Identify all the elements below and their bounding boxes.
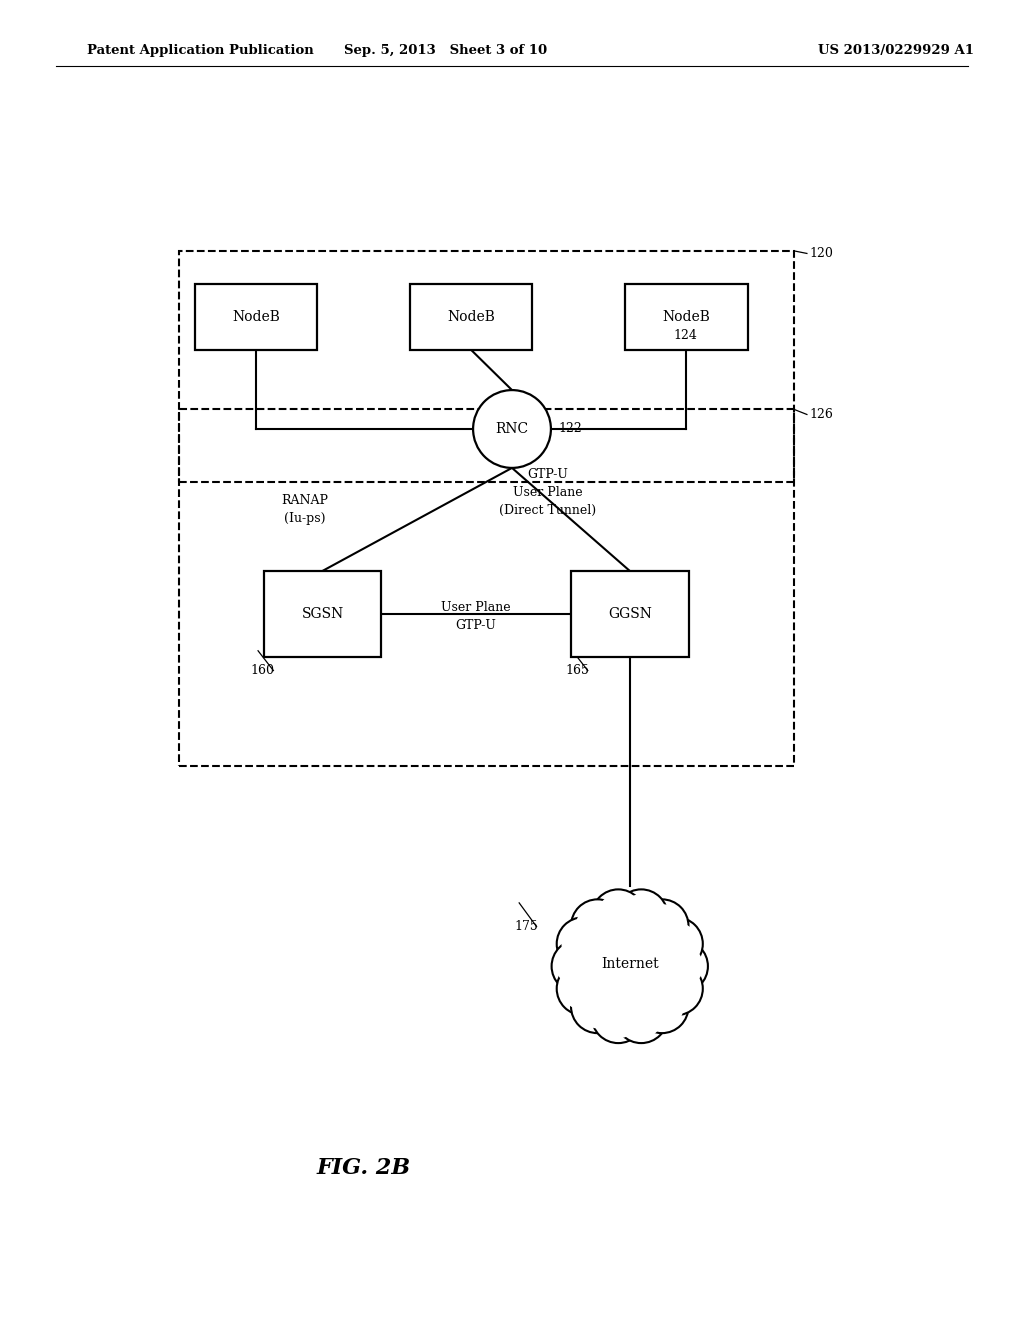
Ellipse shape [636, 899, 688, 953]
Ellipse shape [569, 906, 690, 1027]
Ellipse shape [649, 962, 702, 1015]
Text: RNC: RNC [496, 422, 528, 436]
Ellipse shape [614, 890, 668, 942]
Ellipse shape [571, 899, 624, 953]
Ellipse shape [654, 940, 708, 993]
Ellipse shape [597, 894, 640, 937]
Text: 160: 160 [251, 664, 274, 677]
Bar [410, 284, 532, 350]
Text: NodeB: NodeB [447, 310, 495, 323]
Ellipse shape [640, 904, 684, 948]
Bar [264, 570, 381, 656]
Text: US 2013/0229929 A1: US 2013/0229929 A1 [818, 44, 974, 57]
Ellipse shape [636, 979, 688, 1034]
Bar [179, 409, 794, 766]
Ellipse shape [592, 890, 645, 942]
Ellipse shape [557, 917, 610, 970]
Text: RANAP
(Iu-ps): RANAP (Iu-ps) [282, 494, 329, 525]
Text: 120: 120 [809, 247, 833, 260]
Text: 165: 165 [565, 664, 589, 677]
Ellipse shape [592, 990, 645, 1043]
Ellipse shape [557, 962, 610, 1015]
Ellipse shape [659, 945, 703, 987]
Text: FIG. 2B: FIG. 2B [316, 1158, 411, 1179]
Text: 126: 126 [809, 408, 833, 421]
Text: NodeB: NodeB [232, 310, 280, 323]
Text: 122: 122 [558, 422, 582, 436]
Bar [571, 570, 688, 656]
Text: User Plane
GTP-U: User Plane GTP-U [441, 601, 511, 632]
Ellipse shape [654, 966, 698, 1010]
Ellipse shape [620, 894, 663, 937]
Ellipse shape [649, 917, 702, 970]
Ellipse shape [640, 985, 684, 1028]
Ellipse shape [556, 945, 600, 987]
Ellipse shape [561, 923, 605, 966]
Text: GTP-U
User Plane
(Direct Tunnel): GTP-U User Plane (Direct Tunnel) [500, 467, 596, 517]
Ellipse shape [575, 985, 620, 1028]
Ellipse shape [597, 995, 640, 1039]
Text: GGSN: GGSN [608, 607, 651, 620]
Ellipse shape [561, 966, 605, 1010]
Bar [625, 284, 748, 350]
Bar [179, 251, 794, 482]
Ellipse shape [654, 923, 698, 966]
Text: NodeB: NodeB [663, 310, 710, 323]
Text: SGSN: SGSN [301, 607, 344, 620]
Text: 124: 124 [674, 329, 697, 342]
Text: Sep. 5, 2013   Sheet 3 of 10: Sep. 5, 2013 Sheet 3 of 10 [344, 44, 547, 57]
Ellipse shape [571, 979, 624, 1034]
Bar [195, 284, 317, 350]
Ellipse shape [473, 391, 551, 467]
Ellipse shape [575, 904, 620, 948]
Text: 175: 175 [514, 920, 538, 933]
Text: Patent Application Publication: Patent Application Publication [87, 44, 313, 57]
Text: Internet: Internet [601, 957, 658, 970]
Ellipse shape [620, 995, 663, 1039]
Ellipse shape [614, 990, 668, 1043]
Ellipse shape [552, 940, 605, 993]
Ellipse shape [580, 916, 680, 1016]
